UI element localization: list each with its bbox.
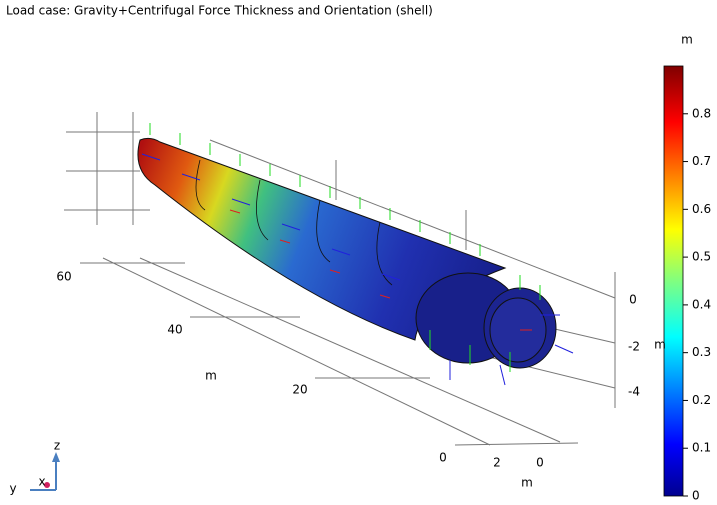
axis-tick-label: 20: [292, 383, 307, 397]
shell-surface: [137, 137, 557, 369]
colorbar: [663, 65, 684, 497]
chart-title: Load case: Gravity+Centrifugal Force Thi…: [6, 4, 433, 18]
triad: [30, 452, 60, 491]
triad-label: x: [38, 475, 45, 489]
colorbar-tick-label: 0.7: [692, 154, 711, 168]
width-axis-label: m: [521, 476, 533, 490]
axis-tick-label: 0: [629, 293, 637, 307]
axis-tick-label: 40: [167, 323, 182, 337]
axis-tick-label: 0: [536, 456, 544, 470]
triad-label: z: [54, 439, 60, 453]
colorbar-label: m: [681, 33, 693, 47]
triad-label: y: [9, 482, 16, 496]
axis-tick-label: 2: [493, 456, 501, 470]
colorbar-tick-label: 0.1: [692, 441, 711, 455]
axis-tick-label: -2: [628, 340, 640, 354]
colorbar-tick-label: 0.5: [692, 250, 711, 264]
axis-tick-label: 60: [56, 270, 71, 284]
axis-tick-label: 0: [439, 451, 447, 465]
colorbar-tick-label: 0.8: [692, 106, 711, 120]
colorbar-tick-label: 0.3: [692, 345, 711, 359]
orientation-arrows: [141, 123, 574, 386]
colorbar-tick-label: 0: [692, 489, 700, 503]
axis-tick-label: -4: [628, 385, 640, 399]
height-axis-label: m: [654, 338, 666, 352]
colorbar-tick-label: 0.4: [692, 297, 711, 311]
length-axis-label: m: [205, 369, 217, 383]
colorbar-tick-label: 0.2: [692, 393, 711, 407]
colorbar-tick-label: 0.6: [692, 202, 711, 216]
